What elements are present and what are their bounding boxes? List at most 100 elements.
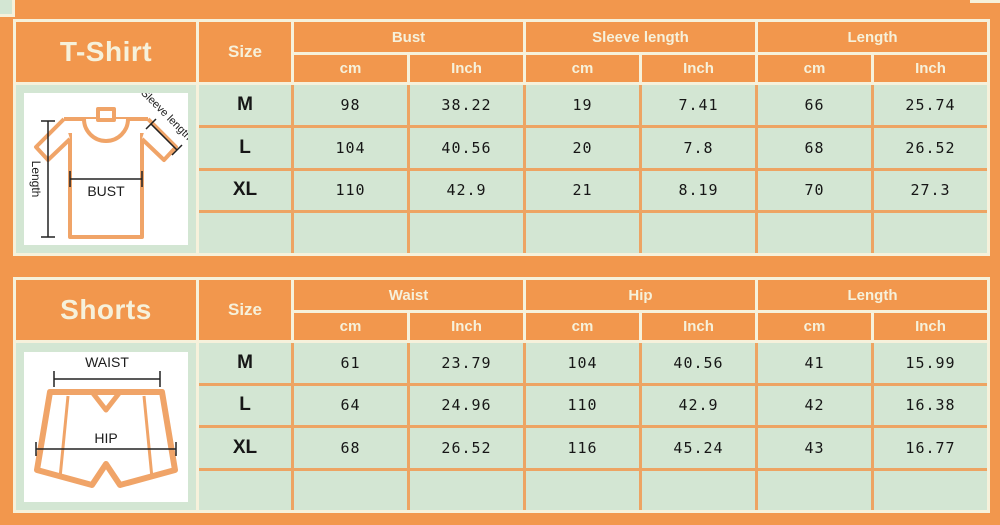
unit-header-cm: cm	[526, 55, 639, 82]
size-cell: M	[199, 343, 291, 383]
waist-group-header: Waist	[294, 280, 523, 310]
value-cell: 61	[294, 343, 407, 383]
unit-header-cm: cm	[294, 55, 407, 82]
unit-header-cm: cm	[294, 313, 407, 340]
value-cell-empty	[758, 213, 871, 253]
value-cell: 38.22	[410, 85, 523, 125]
unit-header-inch: Inch	[642, 55, 755, 82]
value-cell-empty	[410, 470, 523, 510]
value-cell: 64	[294, 385, 407, 425]
shorts-illustration-cell: WAIST HIP	[16, 343, 196, 510]
value-cell: 104	[526, 343, 639, 383]
shorts-outline	[34, 388, 178, 488]
hip-group-header: Hip	[526, 280, 755, 310]
hip-label: HIP	[94, 430, 117, 446]
hip-measure-line	[35, 441, 177, 456]
value-cell: 43	[758, 428, 871, 468]
value-cell: 20	[526, 127, 639, 168]
value-cell: 66	[758, 85, 871, 125]
size-cell: L	[199, 385, 291, 425]
shorts-size-table: Shorts Size Waist Hip Length cm Inch cm …	[13, 277, 990, 513]
value-cell-empty	[642, 470, 755, 510]
value-cell: 98	[294, 85, 407, 125]
value-cell: 15.99	[874, 343, 987, 383]
value-cell-empty	[294, 470, 407, 510]
value-cell: 21	[526, 170, 639, 211]
sleeve-measure-line	[145, 118, 183, 156]
length-group-header: Length	[758, 22, 987, 52]
unit-header-cm: cm	[758, 313, 871, 340]
tshirt-right-sleeve	[140, 117, 178, 162]
crop-artifact-top-left	[0, 0, 15, 17]
length-label: Length	[29, 161, 43, 198]
value-cell: 45.24	[642, 428, 755, 468]
value-cell: 68	[294, 428, 407, 468]
value-cell: 26.52	[410, 428, 523, 468]
tshirt-data-grid: M 98 38.22 19 7.41 66 25.74 L 104 40.56 …	[199, 85, 987, 253]
tshirt-drawing: BUST Length Sleeve length	[24, 87, 194, 245]
value-cell: 27.3	[874, 170, 987, 211]
tshirt-table-body: BUST Length Sleeve length M 98 38.22 19 …	[16, 85, 987, 253]
waist-label: WAIST	[85, 354, 129, 370]
crop-artifact-top-right	[970, 0, 1000, 3]
size-cell-empty	[199, 470, 291, 510]
tshirt-table-header: T-Shirt Size Bust Sleeve length Length c…	[16, 22, 987, 82]
value-cell: 70	[758, 170, 871, 211]
value-cell: 16.77	[874, 428, 987, 468]
shorts-table-header: Shorts Size Waist Hip Length cm Inch cm …	[16, 280, 987, 340]
value-cell-empty	[642, 213, 755, 253]
value-cell: 42.9	[410, 170, 523, 211]
length-group-header: Length	[758, 280, 987, 310]
unit-header-inch: Inch	[410, 55, 523, 82]
value-cell: 8.19	[642, 170, 755, 211]
tshirt-title: T-Shirt	[16, 22, 196, 82]
value-cell: 7.8	[642, 127, 755, 168]
value-cell: 68	[758, 127, 871, 168]
unit-header-inch: Inch	[410, 313, 523, 340]
value-cell: 42	[758, 385, 871, 425]
value-cell: 40.56	[410, 127, 523, 168]
shorts-fly-seam	[90, 389, 122, 412]
shorts-side-seams	[58, 395, 154, 478]
value-cell: 23.79	[410, 343, 523, 383]
value-cell-empty	[874, 470, 987, 510]
shorts-title: Shorts	[16, 280, 196, 340]
value-cell: 40.56	[642, 343, 755, 383]
tshirt-illustration-cell: BUST Length Sleeve length	[16, 85, 196, 253]
size-cell: M	[199, 85, 291, 125]
value-cell-empty	[294, 213, 407, 253]
unit-header-inch: Inch	[874, 55, 987, 82]
size-cell-empty	[199, 213, 291, 253]
size-cell: XL	[199, 428, 291, 468]
value-cell: 110	[526, 385, 639, 425]
value-cell: 41	[758, 343, 871, 383]
bust-group-header: Bust	[294, 22, 523, 52]
value-cell-empty	[874, 213, 987, 253]
value-cell: 16.38	[874, 385, 987, 425]
value-cell: 24.96	[410, 385, 523, 425]
value-cell: 110	[294, 170, 407, 211]
size-cell: L	[199, 127, 291, 168]
waist-measure-line	[53, 370, 161, 387]
size-column-header: Size	[199, 280, 291, 340]
tshirt-collar-arc	[82, 118, 130, 143]
shorts-drawing: WAIST HIP	[24, 351, 188, 502]
value-cell: 19	[526, 85, 639, 125]
shorts-data-grid: M 61 23.79 104 40.56 41 15.99 L 64 24.96…	[199, 343, 987, 510]
value-cell-empty	[758, 470, 871, 510]
value-cell: 42.9	[642, 385, 755, 425]
value-cell-empty	[410, 213, 523, 253]
value-cell: 104	[294, 127, 407, 168]
unit-header-cm: cm	[758, 55, 871, 82]
length-measure-line	[41, 120, 55, 238]
unit-header-inch: Inch	[874, 313, 987, 340]
value-cell-empty	[526, 470, 639, 510]
unit-header-cm: cm	[526, 313, 639, 340]
size-cell: XL	[199, 170, 291, 211]
tshirt-left-sleeve	[34, 117, 72, 162]
value-cell: 26.52	[874, 127, 987, 168]
value-cell: 7.41	[642, 85, 755, 125]
bust-measure-line	[69, 171, 143, 187]
shorts-table-body: WAIST HIP M 61 23.79 104 40.56 41 15.99 …	[16, 343, 987, 510]
value-cell: 25.74	[874, 85, 987, 125]
